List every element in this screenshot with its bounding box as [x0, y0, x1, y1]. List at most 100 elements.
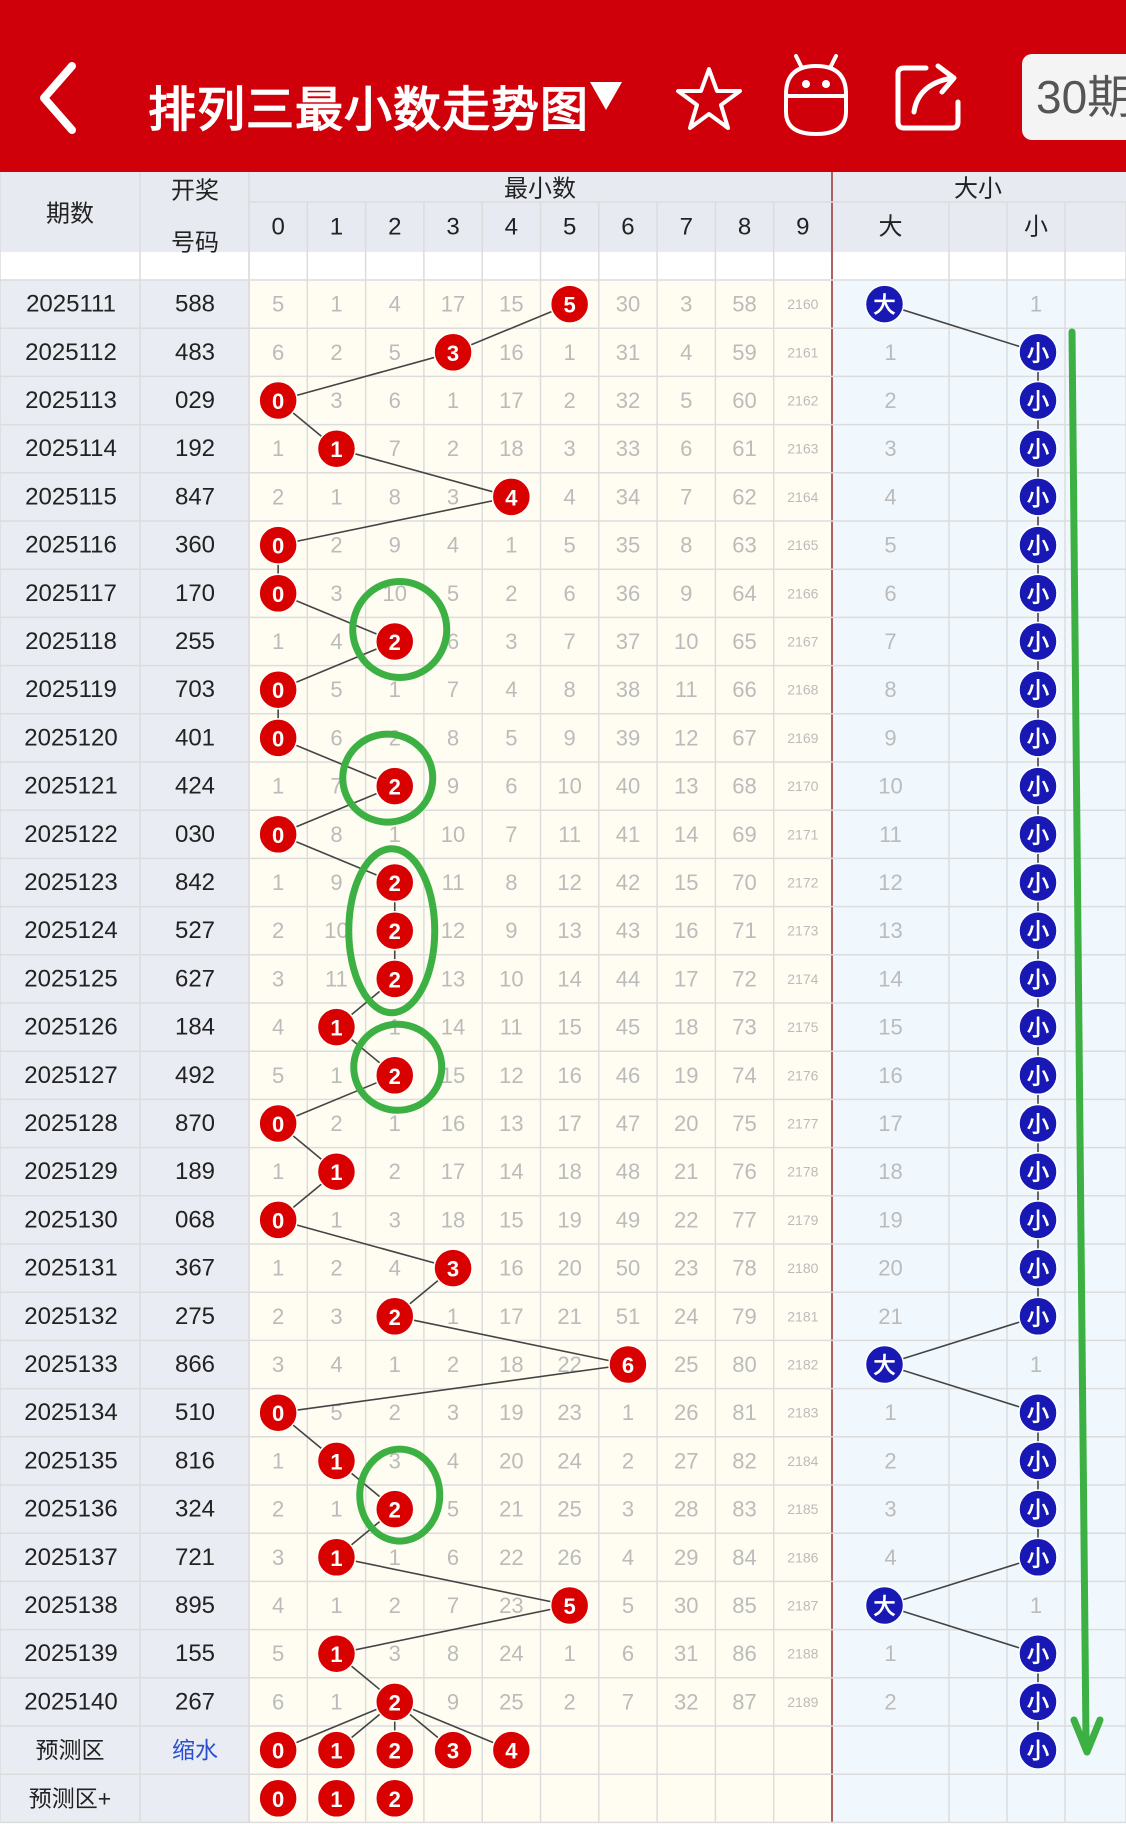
period-cell: 2025125 — [24, 965, 117, 992]
miss-count: 7 — [564, 629, 576, 654]
number-cell: 510 — [175, 1399, 215, 1426]
miss-count: 11 — [325, 966, 348, 991]
back-button[interactable] — [30, 58, 90, 138]
miss-count: 22 — [499, 1545, 523, 1570]
min-trend-line — [336, 447, 512, 498]
share-icon[interactable] — [892, 58, 968, 134]
number-cell-bg — [140, 1388, 249, 1437]
svg-text:小: 小 — [1027, 437, 1049, 462]
small-ball: 小 — [1018, 862, 1058, 903]
predict-line — [277, 1701, 396, 1751]
small-ball: 小 — [1018, 332, 1058, 373]
miss-count: 3 — [272, 1545, 284, 1570]
predict-line — [394, 1701, 512, 1751]
miss-count: 2 — [447, 436, 459, 461]
min-ball: 1 — [316, 428, 357, 469]
svg-text:1: 1 — [330, 1642, 342, 1667]
svg-text:小: 小 — [1027, 1305, 1049, 1330]
miss-count: 1 — [622, 1400, 634, 1425]
svg-text:0: 0 — [272, 582, 284, 607]
size-cell-bg — [832, 1677, 1126, 1726]
miss-count: 1 — [447, 1304, 459, 1329]
miss-count: 3 — [330, 388, 342, 413]
size-cell-bg — [832, 1292, 1126, 1341]
miss-count: 23 — [499, 1593, 523, 1618]
miss-count-big: 2 — [884, 388, 896, 413]
miss-count: 7 — [622, 1689, 634, 1714]
miss-count: 4 — [330, 1352, 342, 1377]
svg-text:0: 0 — [272, 678, 284, 703]
app-header: 排列三最小数走势图 30期 — [0, 0, 1126, 172]
small-ball: 小 — [1018, 621, 1058, 662]
number-cell: 870 — [175, 1110, 215, 1137]
robot-icon[interactable] — [780, 52, 852, 138]
miss-count-small: 1 — [1030, 292, 1042, 317]
miss-count: 18 — [441, 1207, 465, 1232]
svg-text:1: 1 — [330, 1546, 342, 1571]
predict-plus-ball: 2 — [375, 1778, 415, 1819]
header-number-line1: 开奖 — [171, 178, 219, 205]
miss-count: 3 — [505, 629, 517, 654]
miss-count: 30 — [616, 292, 640, 317]
miss-count: 2 — [330, 1256, 342, 1281]
size-cell-bg — [832, 521, 1126, 570]
miss-count: 1 — [330, 1497, 342, 1522]
miss-count: 3 — [564, 436, 576, 461]
number-cell: 721 — [175, 1544, 215, 1571]
miss-count: 9 — [330, 870, 342, 895]
miss-count: 5 — [564, 533, 576, 558]
number-cell: 527 — [175, 917, 215, 944]
small-ball: 小 — [1018, 380, 1058, 421]
miss-count: 25 — [499, 1689, 523, 1714]
miss-count: 6 — [272, 340, 284, 365]
miss-count-small: 1 — [1030, 1593, 1042, 1618]
miss-count: 2165 — [787, 537, 818, 553]
miss-count: 24 — [557, 1448, 581, 1473]
miss-count: 21 — [499, 1497, 523, 1522]
svg-text:2: 2 — [389, 1690, 401, 1715]
miss-count: 21 — [674, 1159, 698, 1184]
miss-count: 71 — [732, 918, 756, 943]
number-cell: 029 — [175, 387, 215, 414]
miss-count: 16 — [499, 1256, 523, 1281]
period-select-button[interactable]: 30期 — [1022, 54, 1126, 140]
predict-shrink-link[interactable]: 缩水 — [172, 1737, 218, 1763]
big-ball: 大 — [864, 1344, 905, 1385]
min-ball: 0 — [258, 380, 298, 421]
number-cell: 030 — [175, 821, 215, 848]
miss-count: 2189 — [787, 1694, 818, 1710]
period-cell-bg — [0, 1436, 140, 1485]
miss-count: 34 — [616, 484, 640, 509]
miss-count-big: 14 — [878, 966, 902, 991]
miss-count-big: 21 — [878, 1304, 902, 1329]
svg-text:2: 2 — [389, 1064, 401, 1089]
period-cell: 2025114 — [25, 435, 117, 462]
svg-text:小: 小 — [1027, 1449, 1049, 1474]
miss-count: 49 — [616, 1207, 640, 1232]
miss-count: 4 — [272, 1593, 284, 1618]
miss-count: 23 — [674, 1256, 698, 1281]
miss-count: 2 — [272, 1304, 284, 1329]
miss-count: 18 — [499, 436, 523, 461]
header-digit-8: 8 — [738, 214, 751, 241]
miss-count: 2184 — [787, 1453, 818, 1469]
number-cell: 068 — [175, 1206, 215, 1233]
size-cell-bg — [832, 376, 1126, 425]
miss-count: 2 — [447, 1352, 459, 1377]
miss-count: 47 — [616, 1111, 640, 1136]
star-icon[interactable] — [674, 64, 744, 134]
period-select-label: 30期 — [1036, 71, 1126, 123]
miss-count: 6 — [564, 581, 576, 606]
svg-text:小: 小 — [1027, 1642, 1049, 1667]
miss-count: 2188 — [787, 1646, 818, 1662]
number-cell: 627 — [175, 965, 215, 992]
page-title[interactable]: 排列三最小数走势图 — [148, 70, 589, 140]
miss-count: 29 — [674, 1545, 698, 1570]
period-cell: 2025116 — [25, 532, 117, 559]
predict-plus-ball: 1 — [316, 1778, 357, 1819]
min-ball: 2 — [375, 1489, 415, 1529]
min-ball: 5 — [549, 284, 590, 324]
triangle-down-icon[interactable] — [588, 80, 624, 114]
miss-count: 1 — [330, 484, 342, 509]
svg-text:6: 6 — [622, 1353, 634, 1378]
